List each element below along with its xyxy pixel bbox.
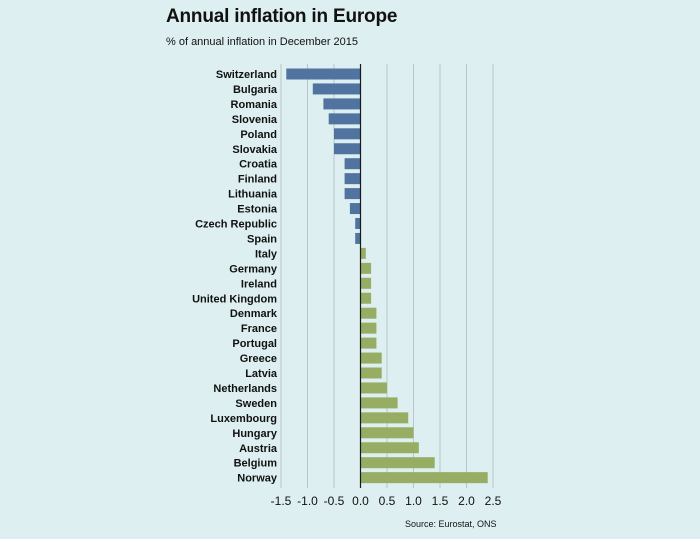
category-label: Estonia — [237, 204, 278, 216]
category-label: Poland — [240, 129, 277, 141]
bar — [360, 307, 377, 319]
category-label: Latvia — [245, 368, 278, 380]
category-label: Romania — [231, 99, 278, 111]
x-tick-label: -1.0 — [297, 494, 318, 508]
bar — [360, 277, 372, 289]
bar — [344, 173, 361, 185]
x-tick-label: 0.5 — [379, 494, 396, 508]
bar — [344, 158, 361, 170]
category-label: France — [241, 323, 277, 335]
category-label: Ireland — [241, 278, 277, 290]
category-label: Luxembourg — [210, 413, 277, 425]
bar — [360, 292, 372, 304]
bar — [360, 427, 414, 439]
bar — [286, 68, 361, 80]
bar — [360, 412, 409, 424]
bar — [323, 98, 361, 110]
category-label: Czech Republic — [195, 219, 277, 231]
x-tick-label: 2.5 — [485, 494, 502, 508]
category-label: Denmark — [230, 308, 278, 320]
category-label: Croatia — [239, 159, 278, 171]
category-label: Netherlands — [213, 383, 277, 395]
category-label: Norway — [237, 473, 278, 485]
category-label: Finland — [238, 174, 277, 186]
x-tick-label: 1.0 — [405, 494, 422, 508]
category-label: Sweden — [235, 398, 277, 410]
source-note: Source: Eurostat, ONS — [405, 519, 497, 529]
bar — [360, 472, 488, 484]
category-label: Hungary — [232, 428, 278, 440]
category-label: Lithuania — [228, 189, 278, 201]
bar — [360, 367, 382, 379]
category-label: Belgium — [234, 458, 278, 470]
bar — [360, 247, 366, 259]
x-tick-label: -1.5 — [271, 494, 292, 508]
bar — [349, 203, 361, 215]
category-label: Slovakia — [232, 144, 278, 156]
bar — [334, 143, 361, 155]
category-label: Austria — [239, 443, 278, 455]
category-label: Switzerland — [216, 69, 277, 81]
category-label: Bulgaria — [233, 84, 278, 96]
category-label: Slovenia — [232, 114, 278, 126]
bar — [360, 352, 382, 364]
bar — [334, 128, 361, 140]
bar — [360, 322, 377, 334]
chart-title: Annual inflation in Europe — [166, 6, 398, 27]
bar — [360, 262, 372, 274]
category-label: Portugal — [232, 338, 277, 350]
category-label: United Kingdom — [192, 293, 277, 305]
x-tick-label: 1.5 — [432, 494, 449, 508]
category-label: Italy — [255, 248, 278, 260]
bar — [360, 442, 419, 454]
bar — [355, 232, 361, 244]
x-tick-label: 0.0 — [352, 494, 369, 508]
bar — [344, 188, 361, 200]
x-tick-label: -0.5 — [324, 494, 345, 508]
category-label: Spain — [247, 233, 277, 245]
x-tick-label: 2.0 — [458, 494, 475, 508]
bar — [312, 83, 361, 95]
category-label: Greece — [240, 353, 277, 365]
bar — [360, 382, 387, 394]
category-label: Germany — [229, 263, 278, 275]
bar — [328, 113, 361, 125]
bar — [360, 337, 377, 349]
bar — [360, 457, 435, 469]
chart-subtitle: % of annual inflation in December 2015 — [166, 36, 359, 48]
bar — [355, 218, 361, 229]
bar — [360, 397, 398, 409]
